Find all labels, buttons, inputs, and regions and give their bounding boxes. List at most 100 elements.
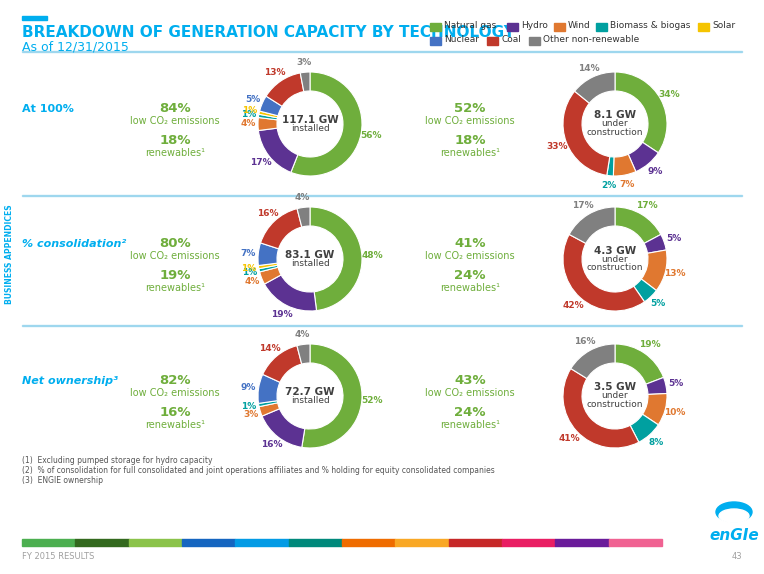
Text: 17%: 17% (250, 157, 272, 166)
Wedge shape (259, 111, 278, 118)
Wedge shape (259, 403, 280, 416)
Bar (22, 539, 76, 546)
Text: 5%: 5% (666, 234, 681, 243)
Text: low CO₂ emissions: low CO₂ emissions (130, 388, 220, 398)
Bar (555, 539, 609, 546)
Text: 13%: 13% (665, 269, 686, 278)
Bar (502, 539, 555, 546)
Text: renewables¹: renewables¹ (440, 420, 500, 430)
Text: 5%: 5% (668, 379, 683, 388)
Wedge shape (630, 414, 659, 442)
Bar (487, 37, 498, 45)
Text: 1%: 1% (241, 110, 257, 119)
Text: renewables¹: renewables¹ (145, 420, 205, 430)
Bar (448, 539, 502, 546)
Text: 8%: 8% (649, 438, 664, 447)
Text: 13%: 13% (264, 68, 286, 77)
Text: under: under (602, 119, 628, 129)
Wedge shape (262, 409, 305, 447)
Text: 16%: 16% (574, 338, 596, 346)
Text: 5%: 5% (650, 300, 665, 308)
Text: installed: installed (290, 395, 329, 405)
Text: 16%: 16% (159, 406, 191, 419)
Wedge shape (266, 73, 304, 106)
Wedge shape (641, 250, 667, 290)
Text: construction: construction (587, 400, 643, 409)
Text: 9%: 9% (241, 383, 256, 391)
Text: 33%: 33% (546, 142, 568, 150)
Text: % consolidation²: % consolidation² (22, 239, 126, 249)
Text: Solar: Solar (712, 21, 735, 30)
Wedge shape (628, 142, 659, 172)
Wedge shape (258, 114, 277, 120)
Text: (2)  % of consolidation for full consolidated and joint operations affiliates an: (2) % of consolidation for full consolid… (22, 466, 495, 475)
Text: 4%: 4% (241, 119, 256, 129)
Text: 80%: 80% (159, 237, 191, 250)
Text: 4%: 4% (294, 330, 310, 339)
Text: low CO₂ emissions: low CO₂ emissions (426, 116, 515, 126)
Bar (596, 23, 607, 31)
Text: 52%: 52% (455, 102, 486, 115)
Wedge shape (607, 157, 614, 176)
Text: 48%: 48% (361, 251, 383, 259)
Text: 16%: 16% (257, 210, 278, 218)
Text: installed: installed (290, 259, 329, 267)
Text: low CO₂ emissions: low CO₂ emissions (130, 116, 220, 126)
Wedge shape (615, 207, 661, 243)
Bar (529, 37, 540, 45)
Text: 24%: 24% (455, 406, 486, 419)
Text: 1%: 1% (242, 106, 257, 115)
Wedge shape (260, 267, 281, 284)
Text: installed: installed (290, 124, 329, 133)
Text: 41%: 41% (455, 237, 486, 250)
Wedge shape (615, 72, 667, 153)
Text: 4.3 GW: 4.3 GW (594, 246, 636, 255)
Wedge shape (261, 208, 302, 249)
Bar (182, 539, 235, 546)
Text: construction: construction (587, 263, 643, 272)
Bar (698, 23, 709, 31)
Text: 9%: 9% (647, 167, 662, 176)
Wedge shape (264, 275, 316, 311)
Text: 72.7 GW: 72.7 GW (285, 387, 335, 397)
Text: 16%: 16% (261, 440, 283, 449)
Wedge shape (259, 265, 278, 272)
Wedge shape (646, 378, 667, 394)
Wedge shape (258, 374, 280, 404)
Text: 42%: 42% (563, 301, 584, 310)
Bar (289, 539, 342, 546)
Wedge shape (575, 72, 615, 103)
Text: 1%: 1% (241, 264, 257, 273)
Text: 19%: 19% (271, 310, 293, 319)
Text: At 100%: At 100% (22, 104, 74, 114)
Text: under: under (602, 254, 628, 263)
Text: Net ownership³: Net ownership³ (22, 376, 118, 386)
Wedge shape (569, 207, 615, 243)
Text: 1%: 1% (241, 402, 257, 411)
Text: 3.5 GW: 3.5 GW (594, 382, 636, 393)
Text: Other non-renewable: Other non-renewable (543, 36, 639, 45)
Wedge shape (302, 344, 362, 448)
Wedge shape (571, 344, 615, 379)
Bar (22, 325, 742, 326)
Bar (507, 23, 518, 31)
Text: Nuclear: Nuclear (444, 36, 479, 45)
Text: 14%: 14% (259, 344, 281, 353)
Text: under: under (602, 391, 628, 401)
Text: 7%: 7% (241, 249, 256, 258)
Text: 17%: 17% (572, 201, 594, 210)
Text: 5%: 5% (245, 95, 261, 104)
Text: 10%: 10% (664, 408, 685, 417)
Wedge shape (633, 279, 656, 302)
Text: Coal: Coal (501, 36, 521, 45)
Text: 3%: 3% (296, 58, 312, 67)
Text: enGIe: enGIe (709, 528, 759, 543)
Bar (128, 539, 182, 546)
Text: 17%: 17% (636, 201, 658, 210)
Text: (3)  ENGIE ownership: (3) ENGIE ownership (22, 476, 103, 485)
Text: 117.1 GW: 117.1 GW (282, 115, 338, 125)
Bar (22, 195, 742, 196)
Bar (342, 539, 395, 546)
Text: 1%: 1% (242, 268, 257, 277)
Wedge shape (644, 234, 666, 253)
